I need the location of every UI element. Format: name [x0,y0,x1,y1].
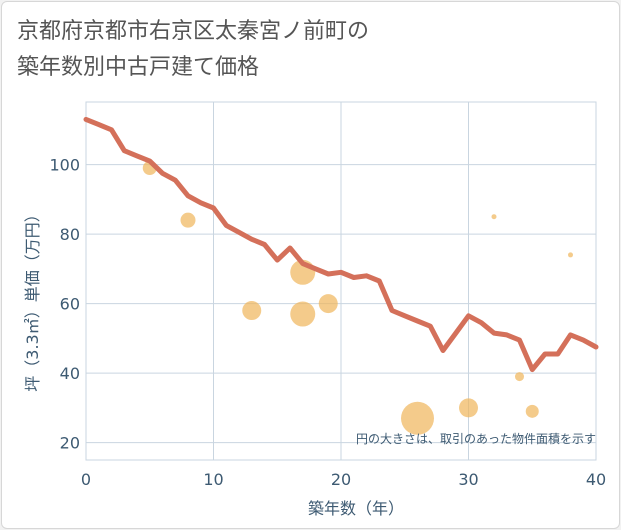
x-tick-label: 0 [81,470,91,489]
y-tick-label: 20 [60,434,80,453]
x-tick-label: 30 [458,470,478,489]
data-bubble [459,398,478,418]
bubble-size-note: 円の大きさは、取引のあった物件面積を示す [356,431,596,446]
chart-title-line-1: 京都府京都市右京区太秦宮ノ前町の [17,19,370,44]
x-tick-label: 10 [203,470,223,489]
data-bubble [491,214,497,220]
bubble-series [142,161,573,435]
chart-title: 京都府京都市右京区太秦宮ノ前町の 築年数別中古戸建て価格 [17,14,369,86]
data-bubble [242,301,262,321]
data-bubble [515,372,524,382]
data-bubble [401,401,434,435]
data-bubble [568,252,573,258]
average-price-line [83,116,599,373]
x-tick-label: 20 [331,470,351,489]
x-axis-label: 築年数（年） [308,499,404,518]
data-bubble [180,212,196,228]
y-tick-labels: 20 40 60 80 100 [49,156,80,453]
plot-frame [85,101,597,461]
chart-title-line-2: 築年数別中古戸建て価格 [17,55,260,80]
data-bubble [290,301,316,327]
x-tick-labels: 0 10 20 30 40 [81,470,606,489]
y-tick-label: 80 [60,225,80,244]
data-bubble [525,404,539,418]
grid-lines [85,102,597,460]
data-bubble [318,294,338,314]
x-tick-label: 40 [586,470,606,489]
y-tick-label: 100 [49,156,80,175]
y-axis-label: 坪（3.3㎡）単価（万円） [23,206,42,391]
y-tick-label: 40 [60,364,80,383]
y-tick-label: 60 [60,295,80,314]
